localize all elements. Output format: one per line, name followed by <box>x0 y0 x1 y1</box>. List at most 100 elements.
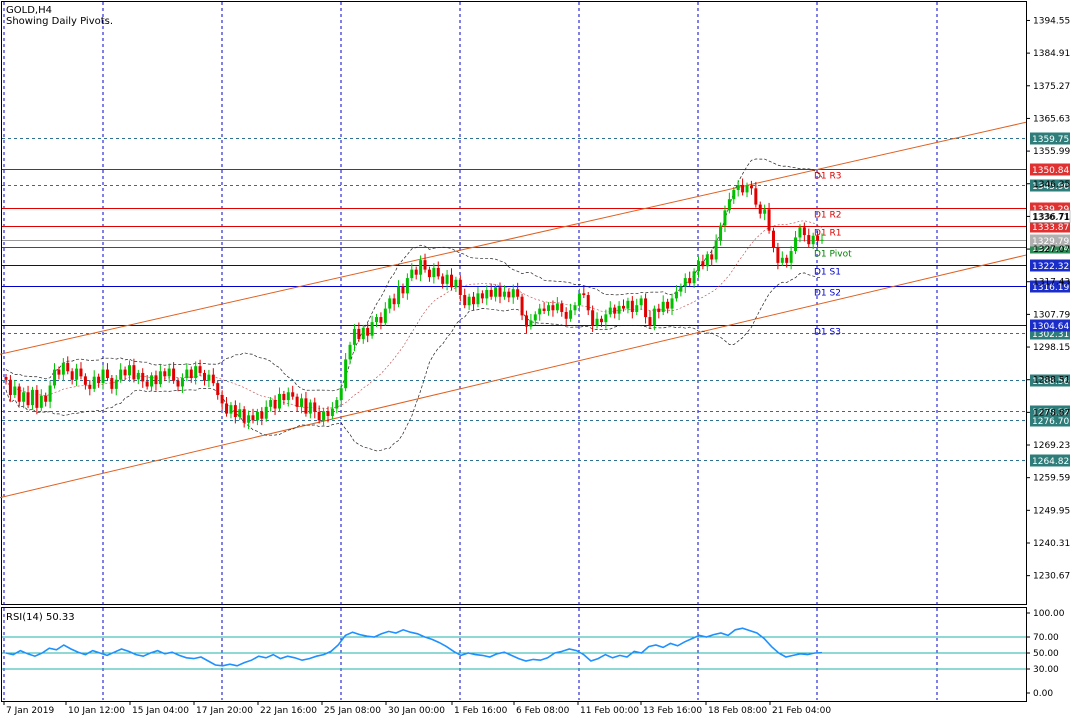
bull-candle <box>128 365 132 376</box>
bull-candle <box>445 274 449 284</box>
bull-candle <box>339 388 343 401</box>
bear-candle <box>216 383 220 395</box>
channel-line-lower <box>0 254 1027 499</box>
bear-candle <box>710 254 714 260</box>
bear-candle <box>366 327 370 336</box>
pivot-name-r1: D1 R1 <box>814 229 842 239</box>
price-tick-label: 1230.67 <box>1033 572 1070 582</box>
bear-candle <box>449 274 453 288</box>
bull-candle <box>185 369 189 379</box>
bear-candle <box>758 204 762 214</box>
bull-candle <box>811 235 815 245</box>
bull-candle <box>22 392 26 402</box>
bear-candle <box>480 293 484 299</box>
bear-candle <box>613 307 617 314</box>
bear-candle <box>516 289 520 297</box>
bull-candle <box>529 320 533 327</box>
price-level-label: 1279.22 <box>1032 408 1069 418</box>
bull-candle <box>150 375 154 387</box>
bear-candle <box>291 392 295 397</box>
bear-candle <box>88 384 92 389</box>
bear-candle <box>414 269 418 275</box>
bull-candle <box>798 227 802 238</box>
price-tick-label: 1365.63 <box>1033 114 1070 124</box>
bull-candle <box>595 318 599 326</box>
bull-candle <box>794 237 798 251</box>
bull-candle <box>617 305 621 314</box>
bear-candle <box>225 403 229 414</box>
bull-candle <box>101 369 105 384</box>
bear-candle <box>436 267 440 277</box>
bear-candle <box>551 305 555 311</box>
bull-candle <box>674 291 678 299</box>
bear-candle <box>688 278 692 284</box>
rsi-tick-label: 100.00 <box>1033 609 1065 619</box>
extra-price-label: 1336.71 <box>1032 213 1069 223</box>
candlesticks <box>4 178 824 430</box>
price-tick-label: 1355.99 <box>1033 147 1070 157</box>
bull-candle <box>511 289 515 298</box>
bull-candle <box>745 185 749 193</box>
time-tick-label: 13 Feb 16:00 <box>643 706 702 716</box>
bear-candle <box>35 389 39 408</box>
channel-line-upper <box>0 121 1027 355</box>
bull-candle <box>732 190 736 200</box>
price-tick-label: 1240.31 <box>1033 539 1070 549</box>
pivot-name-s1: D1 S1 <box>814 268 841 278</box>
bear-candle <box>648 317 652 326</box>
bear-candle <box>560 303 564 312</box>
price-tick-label: 1346.35 <box>1033 180 1070 190</box>
price-tick-label: 1307.79 <box>1033 310 1070 320</box>
bear-candle <box>802 227 806 236</box>
price-tick-label: 1336.71 <box>1033 212 1070 222</box>
bear-candle <box>542 308 546 311</box>
price-level-label: 1276.70 <box>1032 417 1069 427</box>
bull-candle <box>714 240 718 260</box>
pivot-price-label-pivot: 1327.74 <box>1032 244 1069 254</box>
price-tick-label: 1384.91 <box>1033 49 1070 59</box>
bear-candle <box>313 402 317 412</box>
time-tick-label: 22 Jan 16:00 <box>260 706 317 716</box>
time-tick-label: 15 Jan 04:00 <box>132 706 189 716</box>
bear-candle <box>198 366 202 373</box>
time-tick-label: 11 Feb 00:00 <box>580 706 639 716</box>
time-tick-label: 6 Feb 08:00 <box>516 706 570 716</box>
bull-candle <box>207 374 211 381</box>
bull-candle <box>820 239 824 241</box>
bull-candle <box>533 314 537 321</box>
bear-candle <box>123 369 127 376</box>
bull-candle <box>136 372 140 380</box>
pivot-levels: D1 R3 D1 R2 D1 R1 D1 Pivot D1 S1 D1 S2 D1 S3 <box>2 138 1026 461</box>
price-level-label: 1264.82 <box>1032 457 1069 467</box>
bear-candle <box>326 411 330 416</box>
pivot-price-tag-r1 <box>1030 220 1070 233</box>
bull-candle <box>476 293 480 305</box>
bear-candle <box>83 376 87 385</box>
price-level-tag <box>1030 454 1070 467</box>
bull-candle <box>639 298 643 306</box>
bull-candle <box>419 260 423 275</box>
price-tick-label: 1394.55 <box>1033 16 1070 26</box>
bull-candle <box>723 210 727 226</box>
bear-candle <box>463 295 467 306</box>
bear-candle <box>807 235 811 245</box>
bull-candle <box>269 400 273 407</box>
bear-candle <box>132 365 136 380</box>
time-tick-label: 25 Jan 08:00 <box>324 706 381 716</box>
bull-candle <box>705 254 709 267</box>
current-price-label: 1329.79 <box>1032 237 1069 247</box>
price-level-tag <box>1030 374 1070 387</box>
bear-candle <box>657 308 661 312</box>
bull-candle <box>604 314 608 323</box>
pivot-price-label-r3: 1350.84 <box>1032 166 1069 176</box>
bear-candle <box>771 230 775 248</box>
rsi-pane-border <box>1 607 1027 702</box>
bull-candle <box>264 406 268 419</box>
bull-candle <box>158 371 162 385</box>
price-tick-label: 1278.87 <box>1033 408 1070 418</box>
bear-candle <box>17 386 21 402</box>
pivot-price-tag-s1 <box>1030 259 1070 272</box>
bear-candle <box>211 374 215 384</box>
bull-candle <box>53 369 57 386</box>
bull-candle <box>789 250 793 263</box>
